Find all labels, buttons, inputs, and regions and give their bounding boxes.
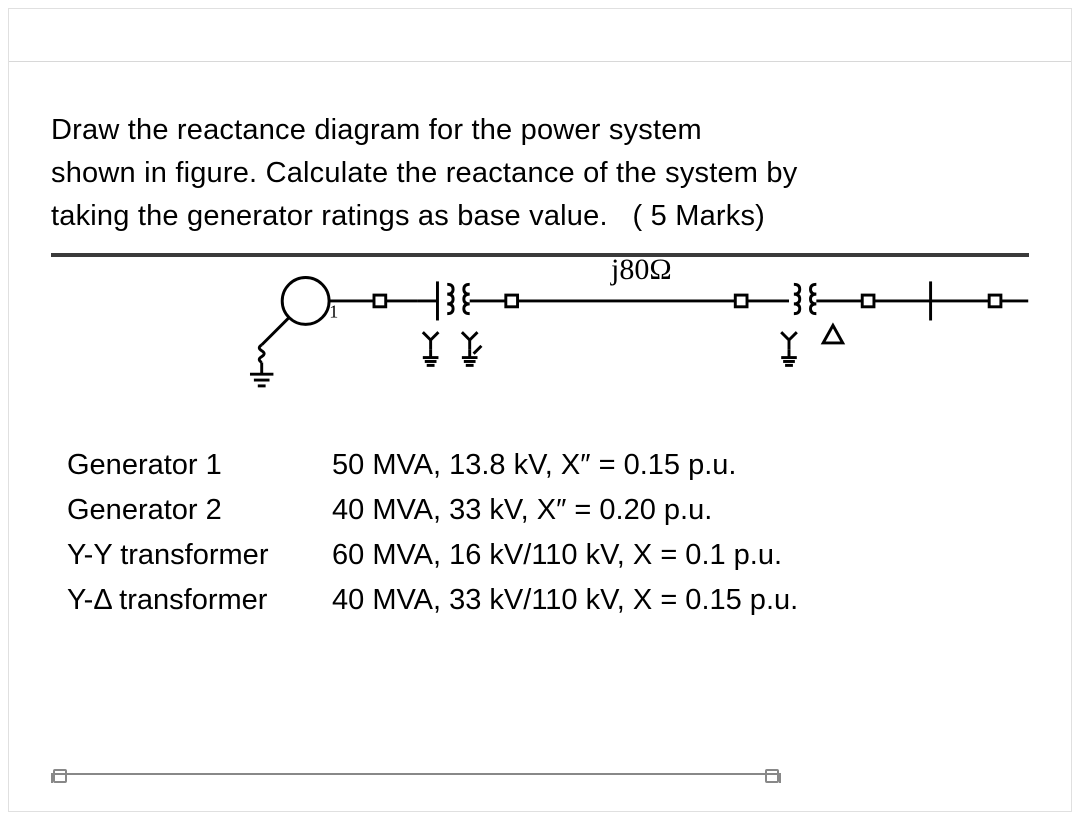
top-divider bbox=[9, 61, 1071, 62]
spec-value: 40 MVA, 33 kV/110 kV, X = 0.15 p.u. bbox=[332, 584, 798, 617]
question-text: Draw the reactance diagram for the power… bbox=[51, 109, 1029, 238]
circuit-svg bbox=[51, 257, 1029, 423]
table-row: Y-Δ transformer 40 MVA, 33 kV/110 kV, X … bbox=[67, 584, 798, 617]
table-row: Generator 1 50 MVA, 13.8 kV, X″ = 0.15 p… bbox=[67, 449, 798, 482]
spec-label: Y-Δ transformer bbox=[67, 584, 332, 617]
spec-value: 60 MVA, 16 kV/110 kV, X = 0.1 p.u. bbox=[332, 539, 782, 572]
question-line2: shown in figure. Calculate the reactance… bbox=[51, 157, 797, 189]
resize-handle-icon bbox=[53, 769, 67, 783]
spec-value: 40 MVA, 33 kV, X″ = 0.20 p.u. bbox=[332, 494, 712, 527]
spec-label: Generator 1 bbox=[67, 449, 332, 482]
spec-value: 50 MVA, 13.8 kV, X″ = 0.15 p.u. bbox=[332, 449, 736, 482]
circuit-diagram: G1 j80Ω bbox=[51, 253, 1029, 423]
question-marks: ( 5 Marks) bbox=[633, 200, 766, 232]
spec-label: Generator 2 bbox=[67, 494, 332, 527]
specs-table: Generator 1 50 MVA, 13.8 kV, X″ = 0.15 p… bbox=[67, 449, 798, 629]
table-row: Generator 2 40 MVA, 33 kV, X″ = 0.20 p.u… bbox=[67, 494, 798, 527]
question-line3: taking the generator ratings as base val… bbox=[51, 200, 608, 232]
table-row: Y-Y transformer 60 MVA, 16 kV/110 kV, X … bbox=[67, 539, 798, 572]
spec-label: Y-Y transformer bbox=[67, 539, 332, 572]
answer-box-partial bbox=[51, 773, 781, 783]
question-line1: Draw the reactance diagram for the power… bbox=[51, 114, 702, 146]
question-card: Draw the reactance diagram for the power… bbox=[8, 8, 1072, 812]
resize-handle-icon bbox=[765, 769, 779, 783]
